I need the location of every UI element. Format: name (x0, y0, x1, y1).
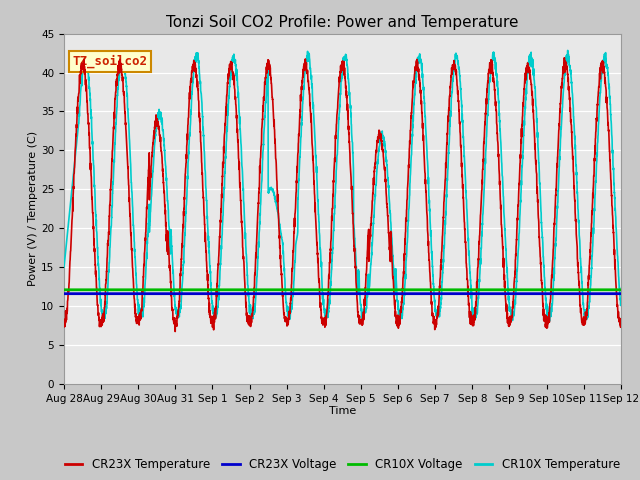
CR23X Temperature (274, 192, 282, 197)
CR10X Temperature (546, 318, 554, 324)
CR10X Voltage (157, 287, 164, 293)
CR23X Temperature (617, 317, 625, 323)
CR10X Temperature (564, 48, 572, 53)
CR10X Voltage (606, 287, 614, 293)
CR23X Voltage (157, 291, 164, 297)
CR23X Temperature (561, 55, 568, 60)
CR10X Temperature (274, 209, 282, 215)
CR10X Temperature (298, 122, 305, 128)
Legend: CR23X Temperature, CR23X Voltage, CR10X Voltage, CR10X Temperature: CR23X Temperature, CR23X Voltage, CR10X … (60, 454, 625, 476)
CR23X Temperature (60, 317, 68, 323)
CR10X Temperature (546, 312, 554, 318)
CR10X Voltage (60, 287, 68, 293)
CR23X Voltage (617, 291, 625, 297)
X-axis label: Time: Time (329, 407, 356, 417)
CR23X Voltage (124, 291, 131, 297)
CR23X Voltage (274, 291, 282, 297)
CR10X Temperature (606, 101, 614, 107)
Line: CR10X Temperature: CR10X Temperature (64, 50, 621, 321)
CR10X Voltage (124, 287, 131, 293)
CR23X Voltage (546, 291, 554, 297)
CR10X Voltage (617, 287, 625, 293)
CR23X Voltage (60, 291, 68, 297)
CR10X Temperature (124, 104, 131, 110)
Text: TZ_soilco2: TZ_soilco2 (72, 55, 147, 69)
CR23X Voltage (298, 291, 305, 297)
Title: Tonzi Soil CO2 Profile: Power and Temperature: Tonzi Soil CO2 Profile: Power and Temper… (166, 15, 518, 30)
CR23X Temperature (172, 329, 179, 335)
CR10X Temperature (617, 302, 625, 308)
CR10X Voltage (298, 287, 305, 293)
CR23X Temperature (546, 300, 554, 305)
CR10X Temperature (157, 116, 164, 121)
CR10X Temperature (60, 264, 68, 270)
CR10X Voltage (274, 287, 282, 293)
Line: CR23X Temperature: CR23X Temperature (64, 58, 621, 332)
CR23X Temperature (124, 158, 131, 164)
CR23X Temperature (157, 134, 164, 140)
CR23X Temperature (606, 163, 614, 169)
CR23X Voltage (606, 291, 614, 297)
CR23X Temperature (298, 83, 306, 89)
Y-axis label: Power (V) / Temperature (C): Power (V) / Temperature (C) (28, 131, 38, 287)
CR10X Voltage (546, 287, 554, 293)
